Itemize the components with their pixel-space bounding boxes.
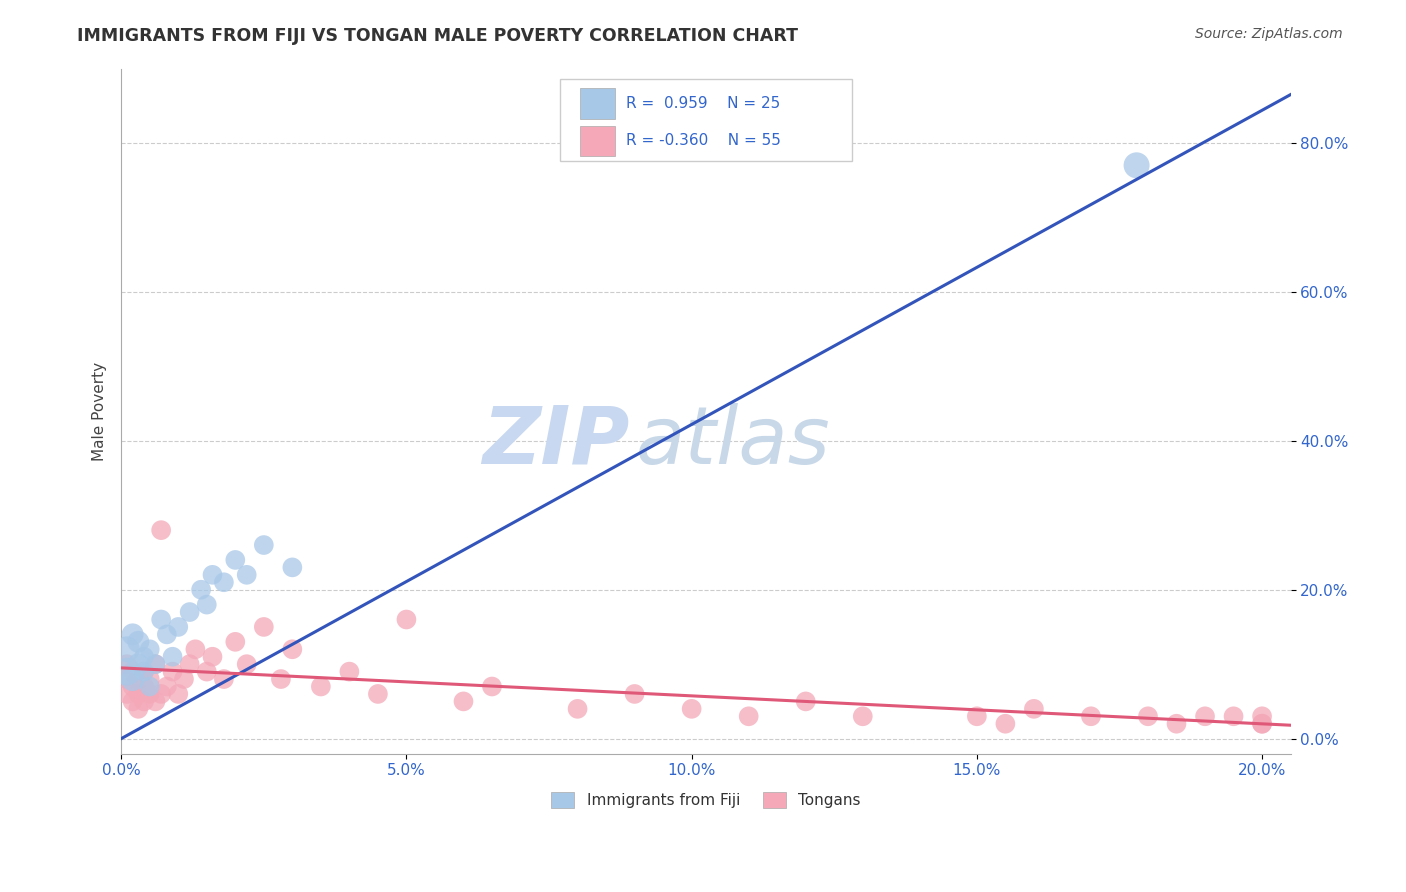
Point: [179, 657, 201, 672]
Text: Source: ZipAtlas.com: Source: ZipAtlas.com: [1195, 27, 1343, 41]
Point: [167, 687, 190, 701]
Text: IMMIGRANTS FROM FIJI VS TONGAN MALE POVERTY CORRELATION CHART: IMMIGRANTS FROM FIJI VS TONGAN MALE POVE…: [77, 27, 799, 45]
Y-axis label: Male Poverty: Male Poverty: [93, 361, 107, 460]
Point: [253, 538, 276, 552]
Point: [173, 672, 195, 686]
Point: [190, 582, 212, 597]
Point: [281, 642, 304, 657]
Point: [145, 657, 167, 672]
Point: [132, 665, 155, 679]
Point: [162, 649, 184, 664]
Point: [1125, 158, 1147, 172]
Point: [994, 716, 1017, 731]
Point: [224, 635, 246, 649]
Point: [121, 627, 143, 641]
Point: [132, 694, 155, 708]
Point: [195, 598, 218, 612]
Point: [139, 642, 162, 657]
Point: [737, 709, 759, 723]
Point: [794, 694, 817, 708]
Point: [966, 709, 988, 723]
Point: [121, 665, 143, 679]
Point: [115, 672, 138, 686]
Point: [1136, 709, 1159, 723]
Point: [481, 680, 503, 694]
Point: [132, 649, 155, 664]
Point: [235, 657, 257, 672]
Legend: Immigrants from Fiji, Tongans: Immigrants from Fiji, Tongans: [546, 786, 866, 814]
Point: [184, 642, 207, 657]
Point: [623, 687, 645, 701]
FancyBboxPatch shape: [579, 126, 614, 156]
Point: [1251, 716, 1274, 731]
Text: R = -0.360    N = 55: R = -0.360 N = 55: [627, 134, 782, 148]
Point: [127, 687, 149, 701]
Point: [1251, 709, 1274, 723]
Point: [139, 672, 162, 686]
Point: [367, 687, 389, 701]
Point: [162, 665, 184, 679]
Point: [127, 702, 149, 716]
Point: [453, 694, 475, 708]
Point: [127, 672, 149, 686]
Point: [852, 709, 875, 723]
Point: [201, 567, 224, 582]
FancyBboxPatch shape: [560, 78, 852, 161]
Point: [212, 575, 235, 590]
Point: [127, 635, 149, 649]
Point: [567, 702, 589, 716]
Point: [139, 687, 162, 701]
Point: [156, 627, 179, 641]
Point: [132, 680, 155, 694]
Point: [145, 694, 167, 708]
Point: [1080, 709, 1102, 723]
Point: [337, 665, 360, 679]
Point: [139, 680, 162, 694]
Point: [121, 694, 143, 708]
Point: [195, 665, 218, 679]
Point: [224, 553, 246, 567]
Text: R =  0.959    N = 25: R = 0.959 N = 25: [627, 95, 780, 111]
Point: [150, 523, 173, 537]
Point: [179, 605, 201, 619]
Point: [132, 665, 155, 679]
Point: [115, 687, 138, 701]
Point: [156, 680, 179, 694]
Point: [115, 665, 138, 679]
Point: [150, 687, 173, 701]
Point: [270, 672, 292, 686]
Point: [281, 560, 304, 574]
Point: [309, 680, 332, 694]
Point: [395, 613, 418, 627]
Point: [121, 680, 143, 694]
Point: [150, 613, 173, 627]
Point: [253, 620, 276, 634]
Text: ZIP: ZIP: [482, 403, 630, 481]
Point: [121, 672, 143, 686]
Point: [212, 672, 235, 686]
Point: [1194, 709, 1216, 723]
Point: [115, 642, 138, 657]
Point: [1166, 716, 1188, 731]
Point: [235, 567, 257, 582]
Text: atlas: atlas: [636, 403, 831, 481]
Point: [145, 657, 167, 672]
Point: [1251, 716, 1274, 731]
Point: [1022, 702, 1045, 716]
Point: [201, 649, 224, 664]
Point: [681, 702, 703, 716]
Point: [1222, 709, 1244, 723]
FancyBboxPatch shape: [579, 88, 614, 119]
Point: [127, 657, 149, 672]
Point: [115, 657, 138, 672]
Point: [167, 620, 190, 634]
